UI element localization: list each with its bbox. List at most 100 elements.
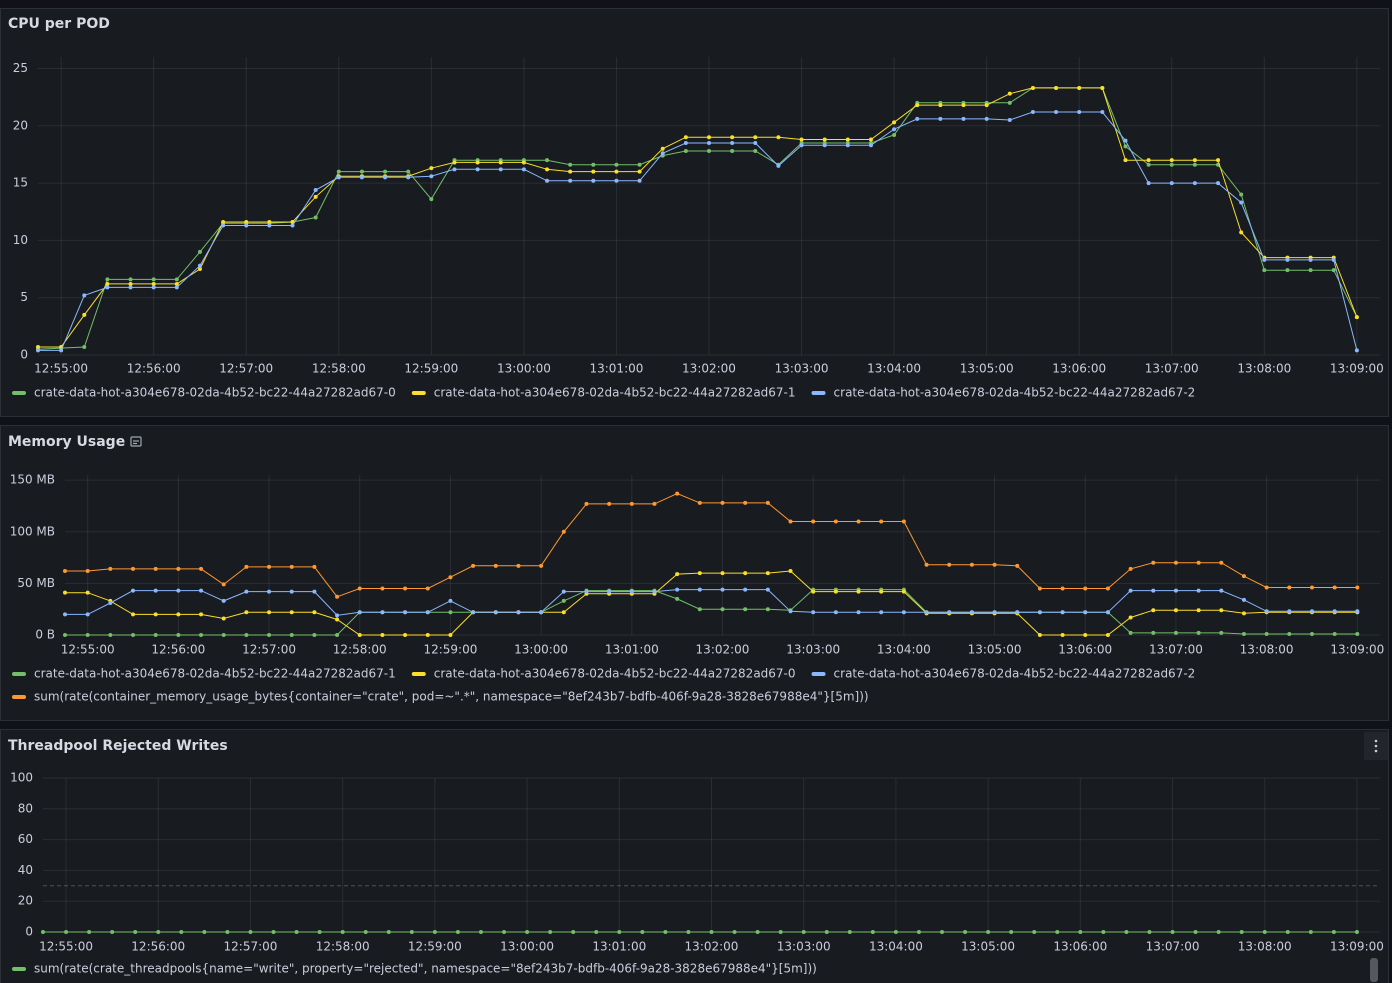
x-tick-label: 12:55:00 bbox=[34, 362, 88, 376]
legend-label[interactable]: crate-data-hot-a304e678-02da-4b52-bc22-4… bbox=[34, 667, 396, 681]
data-point bbox=[753, 148, 758, 153]
data-point bbox=[1101, 930, 1106, 934]
x-tick-label: 12:57:00 bbox=[219, 362, 273, 376]
data-point bbox=[248, 930, 253, 934]
data-point bbox=[357, 586, 362, 591]
data-point bbox=[870, 930, 875, 934]
legend-label[interactable]: sum(rate(crate_threadpools{name="write",… bbox=[34, 962, 817, 976]
data-point bbox=[1147, 930, 1152, 934]
data-point bbox=[313, 194, 318, 199]
legend-label[interactable]: crate-data-hot-a304e678-02da-4b52-bc22-4… bbox=[834, 386, 1196, 400]
data-point bbox=[1264, 631, 1269, 636]
x-tick-label: 12:56:00 bbox=[151, 643, 205, 657]
legend-label[interactable]: crate-data-hot-a304e678-02da-4b52-bc22-4… bbox=[834, 667, 1196, 681]
legend-label[interactable]: crate-data-hot-a304e678-02da-4b52-bc22-4… bbox=[34, 386, 396, 400]
data-point bbox=[429, 174, 434, 179]
data-point bbox=[1146, 181, 1151, 186]
y-tick-label: 5 bbox=[20, 290, 28, 304]
data-point bbox=[1285, 268, 1290, 273]
data-point bbox=[156, 930, 161, 934]
data-point bbox=[1285, 257, 1290, 262]
data-point bbox=[811, 519, 816, 524]
data-point bbox=[640, 930, 645, 934]
data-point bbox=[1196, 608, 1201, 613]
legend-label[interactable]: crate-data-hot-a304e678-02da-4b52-bc22-4… bbox=[434, 386, 796, 400]
data-point bbox=[1123, 158, 1128, 163]
data-point bbox=[1128, 566, 1133, 571]
data-point bbox=[1083, 586, 1088, 591]
data-point bbox=[879, 519, 884, 524]
data-point bbox=[1128, 588, 1133, 593]
panel-title[interactable]: Memory Usage bbox=[8, 434, 125, 450]
data-point bbox=[105, 281, 110, 286]
data-point bbox=[105, 285, 110, 290]
data-point bbox=[1287, 631, 1292, 636]
data-point bbox=[108, 633, 113, 637]
legend-label[interactable]: sum(rate(container_memory_usage_bytes{co… bbox=[34, 690, 869, 704]
data-point bbox=[765, 571, 770, 576]
data-point bbox=[1219, 608, 1224, 613]
data-point bbox=[847, 930, 852, 934]
data-point bbox=[516, 563, 521, 568]
data-point bbox=[1083, 633, 1088, 637]
data-point bbox=[151, 277, 156, 282]
data-point bbox=[1219, 630, 1224, 635]
data-point bbox=[1100, 110, 1105, 115]
menu-button[interactable] bbox=[1364, 732, 1388, 760]
data-point bbox=[1105, 586, 1110, 591]
data-point bbox=[340, 930, 345, 934]
data-point bbox=[916, 930, 921, 934]
scrollbar[interactable] bbox=[1370, 958, 1378, 982]
data-point bbox=[1264, 609, 1269, 614]
data-point bbox=[591, 169, 596, 174]
data-point bbox=[675, 491, 680, 496]
data-point bbox=[1173, 588, 1178, 593]
data-point bbox=[1355, 609, 1360, 614]
data-point bbox=[403, 610, 408, 615]
data-point bbox=[707, 140, 711, 145]
data-point bbox=[940, 930, 945, 934]
data-point bbox=[174, 277, 179, 282]
data-point bbox=[707, 135, 711, 140]
data-point bbox=[1239, 192, 1244, 197]
x-tick-label: 13:07:00 bbox=[1146, 940, 1200, 954]
data-point bbox=[1354, 348, 1359, 353]
data-point bbox=[383, 169, 388, 174]
data-point bbox=[568, 169, 573, 174]
data-point bbox=[1015, 563, 1020, 568]
data-point bbox=[1355, 631, 1360, 636]
data-point bbox=[357, 610, 362, 615]
data-point bbox=[915, 103, 920, 108]
data-point bbox=[1169, 162, 1174, 167]
data-point bbox=[652, 501, 657, 506]
data-point bbox=[202, 930, 207, 934]
series-line bbox=[65, 570, 1358, 636]
data-point bbox=[1241, 631, 1246, 636]
data-point bbox=[822, 137, 827, 142]
data-point bbox=[108, 566, 113, 571]
data-point bbox=[1105, 610, 1110, 615]
legend-swatch bbox=[12, 672, 26, 676]
data-point bbox=[471, 610, 476, 615]
panel-title[interactable]: Threadpool Rejected Writes bbox=[8, 738, 228, 754]
data-point bbox=[409, 930, 414, 934]
data-point bbox=[765, 607, 770, 612]
data-point bbox=[403, 586, 408, 591]
data-point bbox=[1151, 608, 1156, 613]
data-point bbox=[380, 633, 385, 637]
data-point bbox=[128, 285, 133, 290]
data-point bbox=[1239, 930, 1244, 934]
data-point bbox=[1078, 930, 1083, 934]
data-point bbox=[675, 596, 680, 601]
x-tick-label: 13:03:00 bbox=[777, 940, 831, 954]
data-point bbox=[743, 587, 748, 592]
description-icon[interactable] bbox=[130, 436, 142, 447]
legend-label[interactable]: crate-data-hot-a304e678-02da-4b52-bc22-4… bbox=[434, 667, 796, 681]
data-point bbox=[1077, 85, 1082, 90]
data-point bbox=[1285, 930, 1290, 934]
data-point bbox=[594, 930, 599, 934]
data-point bbox=[85, 612, 90, 617]
panel-title[interactable]: CPU per POD bbox=[8, 16, 110, 32]
data-point bbox=[833, 589, 838, 594]
data-point bbox=[1331, 930, 1336, 934]
